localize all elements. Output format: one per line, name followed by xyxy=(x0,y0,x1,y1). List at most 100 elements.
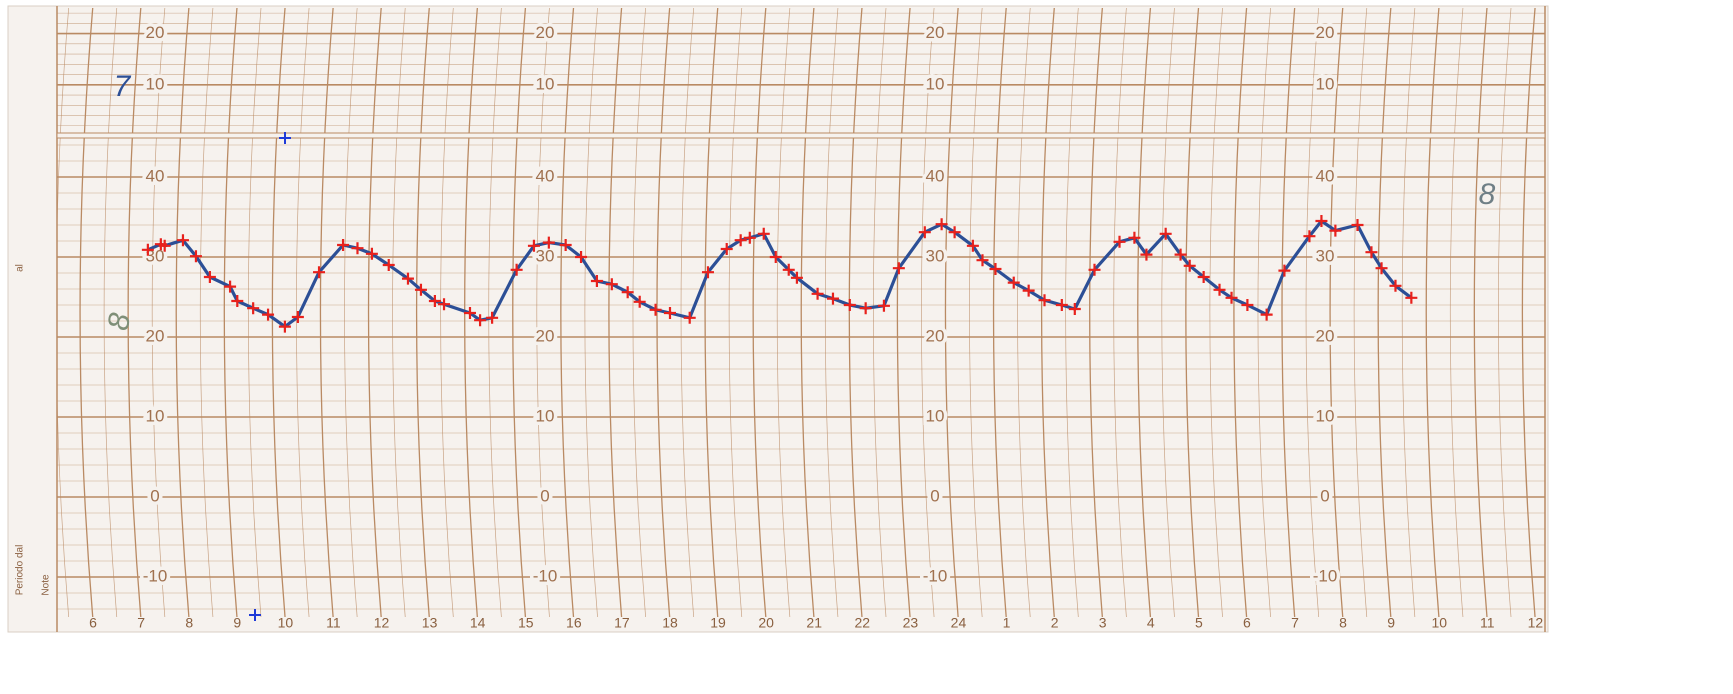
minor-time-line xyxy=(199,8,214,617)
digitized-point xyxy=(859,302,872,315)
form-label: Note xyxy=(41,574,52,596)
minor-time-line xyxy=(728,8,743,617)
digitized-point xyxy=(203,271,216,283)
x-tick-label: 6 xyxy=(89,615,97,631)
registration-mark xyxy=(279,132,291,144)
minor-time-line xyxy=(248,8,262,617)
time-grid-line xyxy=(223,8,238,617)
minor-time-line xyxy=(824,8,839,617)
digitized-point xyxy=(141,243,154,256)
digitized-point xyxy=(877,299,890,312)
time-grid-line xyxy=(1233,8,1248,617)
digitized-point xyxy=(935,218,948,231)
time-grid-line xyxy=(896,8,911,617)
minor-time-line xyxy=(57,8,70,617)
x-tick-label: 17 xyxy=(614,615,630,631)
time-grid-line xyxy=(415,8,430,617)
digitized-point xyxy=(605,278,618,291)
digitized-point xyxy=(428,295,441,307)
digitized-point xyxy=(1365,246,1378,259)
digitized-point xyxy=(1260,308,1273,321)
digitized-point xyxy=(1405,291,1418,304)
digitized-point xyxy=(1351,219,1364,231)
time-grid-line xyxy=(271,8,286,617)
x-tick-label: 21 xyxy=(806,615,822,631)
y-tick-label: 20 xyxy=(146,23,165,42)
digitized-point xyxy=(382,259,395,271)
x-tick-label: 4 xyxy=(1147,615,1155,631)
time-grid-line xyxy=(560,8,575,617)
digitized-point xyxy=(621,286,634,299)
time-grid-line xyxy=(1377,8,1392,617)
minor-time-line xyxy=(151,8,166,617)
digitized-point xyxy=(510,263,523,276)
x-tick-label: 8 xyxy=(185,615,193,631)
digitized-point xyxy=(790,271,803,284)
minor-time-line xyxy=(921,8,935,617)
digitized-point xyxy=(575,251,588,263)
digitized-point xyxy=(1128,231,1141,244)
digitized-point xyxy=(948,226,961,239)
handwritten-note: 8 xyxy=(102,310,137,332)
digitized-point xyxy=(1068,303,1081,315)
minor-time-line xyxy=(1017,8,1031,617)
x-tick-label: 7 xyxy=(137,615,145,631)
time-grid-line xyxy=(752,8,767,617)
x-tick-label: 11 xyxy=(326,615,341,631)
digitized-point xyxy=(1183,259,1196,272)
minor-time-line xyxy=(440,8,454,617)
time-grid-line xyxy=(992,8,1007,617)
x-tick-label: 10 xyxy=(1431,615,1447,631)
y-tick-label: 10 xyxy=(1316,74,1335,93)
time-grid-line xyxy=(127,8,142,617)
digitized-point xyxy=(1329,224,1342,237)
y-tick-label: 10 xyxy=(146,406,165,425)
digitized-point xyxy=(1197,271,1210,283)
digitized-point xyxy=(365,247,378,260)
handwritten-note: 7 xyxy=(114,70,132,103)
y-tick-label: -10 xyxy=(533,566,558,585)
y-tick-label: 10 xyxy=(536,74,555,93)
digitized-point xyxy=(189,250,202,263)
digitized-point xyxy=(401,272,414,285)
digitized-point xyxy=(474,314,487,327)
digitized-point xyxy=(414,283,427,296)
y-tick-label: 0 xyxy=(540,486,549,505)
minor-time-line xyxy=(1161,8,1175,617)
digitized-point xyxy=(633,295,646,308)
digitized-point xyxy=(590,275,603,287)
minor-time-line xyxy=(1498,8,1512,617)
digitized-point xyxy=(1225,291,1238,304)
y-tick-label: 10 xyxy=(146,74,165,93)
y-tick-label: 20 xyxy=(926,326,945,345)
time-grid-line xyxy=(656,8,671,617)
y-tick-label: 40 xyxy=(536,166,555,185)
y-tick-label: 0 xyxy=(930,486,939,505)
minor-time-line xyxy=(969,8,983,617)
digitized-point xyxy=(734,234,747,247)
digitized-point xyxy=(826,292,839,305)
y-tick-label: 20 xyxy=(1316,23,1335,42)
paper xyxy=(7,5,1549,633)
x-tick-label: 3 xyxy=(1099,615,1107,631)
x-tick-label: 11 xyxy=(1480,615,1495,631)
digitized-point xyxy=(1375,262,1388,275)
digitized-point xyxy=(663,307,676,319)
minor-time-line xyxy=(776,8,791,617)
digitized-point xyxy=(720,243,733,255)
marks xyxy=(141,215,1418,333)
y-tick-label: 10 xyxy=(926,74,945,93)
digitized-point xyxy=(1159,227,1172,240)
digitized-point xyxy=(278,320,291,333)
minor-time-line xyxy=(1065,8,1079,617)
x-tick-label: 2 xyxy=(1051,615,1059,631)
minor-time-line xyxy=(873,8,887,617)
x-tick-label: 16 xyxy=(566,615,582,631)
x-tick-label: 12 xyxy=(374,615,390,631)
digitized-point xyxy=(1241,299,1254,311)
time-grid-line xyxy=(1281,8,1296,617)
digitized-point xyxy=(351,242,364,255)
time-grid-line xyxy=(367,8,382,617)
y-tick-label: 20 xyxy=(1316,326,1335,345)
digitized-point xyxy=(757,227,770,240)
